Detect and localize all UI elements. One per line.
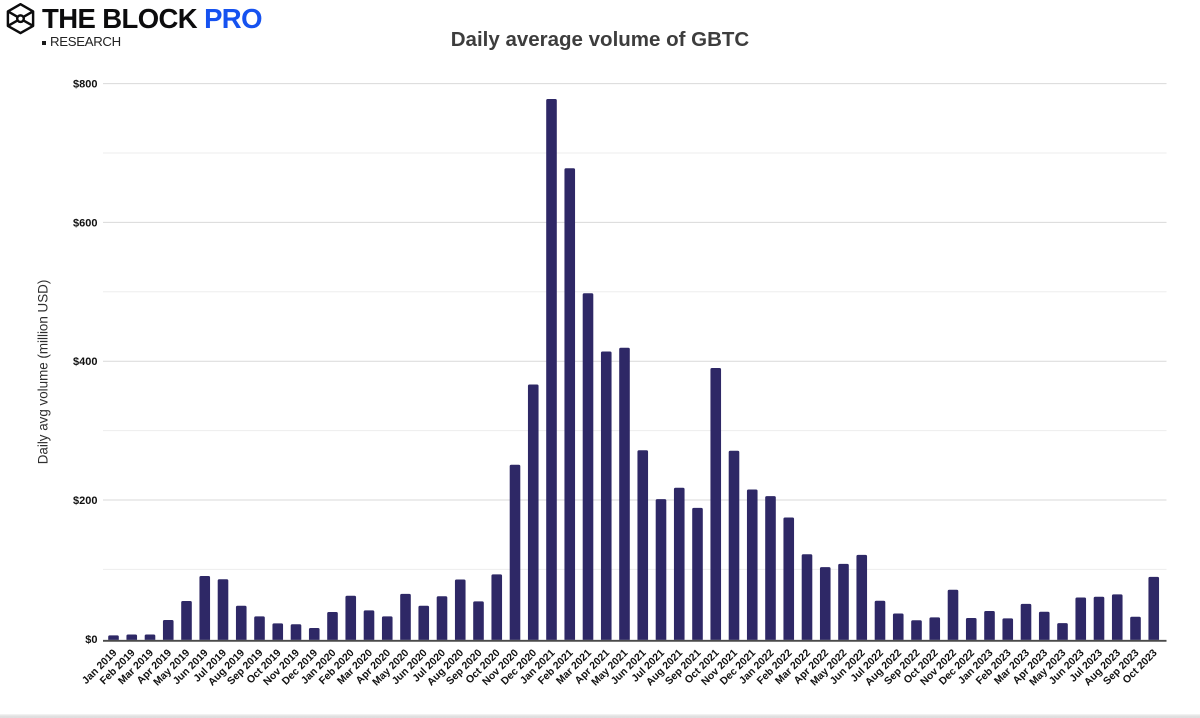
svg-text:Daily avg volume (million USD): Daily avg volume (million USD) xyxy=(36,280,51,465)
svg-text:$200: $200 xyxy=(73,495,97,507)
svg-text:$0: $0 xyxy=(85,634,97,646)
svg-text:$600: $600 xyxy=(73,217,97,229)
svg-text:$800: $800 xyxy=(73,79,97,91)
svg-text:$400: $400 xyxy=(73,356,97,368)
